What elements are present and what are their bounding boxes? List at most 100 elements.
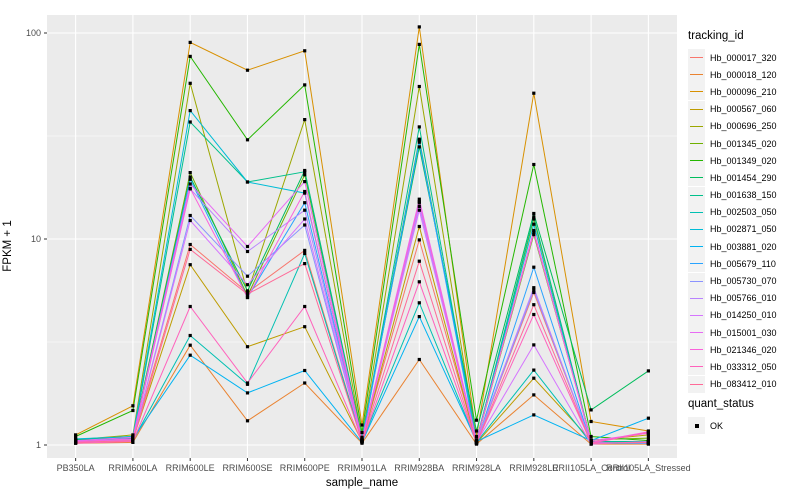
data-point — [188, 304, 192, 309]
legend-item-label: Hb_005766_010 — [710, 293, 777, 304]
data-point — [188, 54, 192, 58]
data-point — [646, 369, 650, 373]
data-point — [532, 215, 536, 219]
legend-item: Hb_014250_010 — [688, 306, 800, 324]
data-point — [188, 40, 192, 44]
series-color-line-icon — [690, 366, 703, 368]
legend-item: Hb_021346_020 — [688, 341, 800, 359]
data-point — [646, 440, 650, 444]
data-point — [532, 368, 536, 372]
data-point — [303, 170, 307, 174]
data-point — [532, 162, 536, 167]
data-point — [532, 217, 536, 221]
data-point — [188, 182, 192, 186]
data-point — [303, 83, 307, 87]
data-point — [303, 191, 307, 195]
series-color-line-icon — [690, 263, 703, 265]
data-point — [532, 393, 536, 397]
series-color-line-icon — [690, 125, 703, 127]
x-tick-label: RRIM928LE — [509, 463, 558, 473]
legend-key — [688, 100, 705, 118]
x-tick-label: RRIM901LA — [337, 463, 386, 473]
legend-key — [688, 66, 705, 84]
legend-item-label: Hb_021346_020 — [710, 344, 777, 355]
data-point — [417, 145, 421, 149]
legend-item-label: OK — [710, 420, 724, 431]
data-point — [532, 413, 536, 417]
data-point — [589, 419, 593, 424]
y-axis-title: FPKM + 1 — [2, 220, 14, 272]
data-point — [245, 249, 250, 254]
legend-key — [688, 152, 705, 170]
data-point — [188, 242, 192, 247]
legend-item-label: Hb_083412_010 — [710, 379, 777, 390]
data-point — [532, 286, 536, 290]
legend-item-label: Hb_015001_030 — [710, 327, 777, 338]
legend-key — [688, 358, 705, 376]
data-point — [532, 312, 536, 317]
data-point — [532, 211, 536, 216]
data-point — [589, 434, 593, 439]
series-color-line-icon — [690, 143, 703, 145]
data-point — [245, 289, 250, 293]
legend-key — [688, 272, 705, 290]
data-point — [188, 353, 192, 357]
legend-item-label: Hb_000018_120 — [710, 69, 777, 80]
data-point — [417, 199, 421, 204]
data-point — [474, 441, 479, 445]
data-point — [417, 140, 421, 144]
data-point — [74, 440, 78, 444]
data-point — [303, 217, 307, 221]
legend-key — [688, 83, 705, 101]
data-point — [245, 345, 250, 349]
series-color-line-icon — [690, 91, 703, 93]
legend-item-label: Hb_002503_050 — [710, 207, 777, 218]
legend-key — [688, 238, 705, 256]
legend-item-label: Hb_001638_150 — [710, 190, 777, 201]
data-point — [188, 213, 192, 218]
data-point — [646, 430, 650, 435]
x-tick-label: RRIM928LA — [452, 463, 501, 473]
data-point — [245, 295, 250, 300]
data-point — [131, 437, 135, 441]
x-tick-label: RRII105LA_Stressed — [606, 463, 691, 473]
legend-item-label: Hb_003881_020 — [710, 241, 777, 252]
data-point — [532, 290, 536, 295]
data-point — [417, 42, 421, 46]
legend-key — [688, 255, 705, 273]
legend-key — [688, 49, 705, 67]
data-point — [188, 120, 192, 124]
legend-item-label: Hb_001345_020 — [710, 138, 777, 149]
legend-key — [688, 324, 705, 342]
legend-item: Hb_002871_050 — [688, 220, 800, 238]
data-point — [245, 391, 250, 395]
legend-item: Hb_001638_150 — [688, 186, 800, 204]
legend-item: Hb_033312_050 — [688, 358, 800, 376]
legend-item-label: Hb_001349_020 — [710, 155, 777, 166]
data-point — [589, 441, 593, 445]
data-point — [188, 218, 192, 223]
legend-key — [688, 220, 705, 238]
legend-item: Hb_000567_060 — [688, 100, 800, 118]
data-point — [245, 68, 250, 72]
series-color-line-icon — [690, 177, 703, 179]
data-point — [188, 343, 192, 347]
data-point — [532, 303, 536, 307]
data-point — [245, 381, 250, 385]
legend-item-label: Hb_005730_070 — [710, 276, 777, 287]
legend-key — [688, 203, 705, 221]
legend-quant-status: quant_status OK — [688, 398, 800, 435]
data-point — [532, 233, 536, 237]
data-point — [360, 430, 364, 435]
data-point — [532, 231, 536, 235]
data-point — [417, 280, 421, 284]
legend-key — [688, 186, 705, 204]
data-point — [532, 343, 536, 347]
legend-title: tracking_id — [688, 30, 744, 42]
data-point — [188, 175, 192, 179]
data-point — [245, 244, 250, 249]
data-point — [303, 248, 307, 252]
x-tick-label: RRII105LA_Control — [552, 463, 630, 473]
